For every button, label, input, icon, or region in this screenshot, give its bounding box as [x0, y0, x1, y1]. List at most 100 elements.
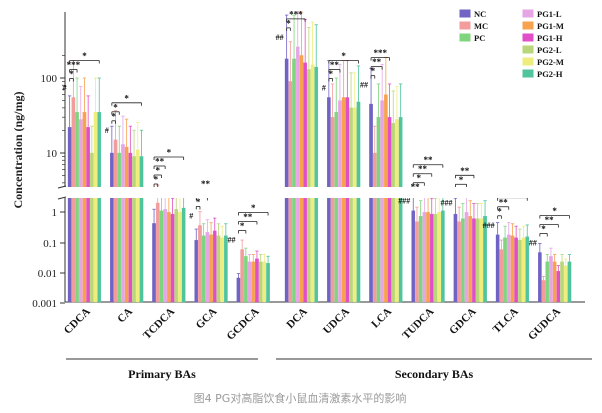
sig-label: *: [251, 203, 256, 213]
y-tick-label: 10: [46, 148, 58, 160]
x-tick-label: UDCA: [321, 306, 352, 337]
bar: [369, 103, 373, 303]
sig-label: ***: [374, 48, 388, 58]
bar: [468, 216, 473, 303]
bar: [345, 97, 350, 303]
sig-label: *: [111, 111, 116, 121]
bar: [174, 209, 179, 303]
y-tick-label: 0.01: [38, 268, 57, 280]
y-tick-label: 0.001: [32, 298, 57, 310]
bar: [567, 261, 572, 303]
bar: [78, 119, 83, 303]
bar: [499, 249, 504, 303]
bar: [135, 149, 140, 303]
sig-label: *: [154, 174, 159, 184]
bar: [240, 249, 244, 303]
bar: [132, 156, 136, 303]
y-tick-label: 0.1: [43, 238, 57, 250]
bar: [538, 252, 542, 303]
x-tick-label: TLCA: [491, 306, 521, 336]
bar: [90, 152, 94, 303]
sig-label: *: [156, 165, 161, 175]
bar: [422, 212, 427, 303]
x-tick-label: GUDCA: [526, 306, 563, 343]
bar: [384, 94, 388, 303]
sig-label: ***: [289, 9, 303, 19]
legend-label: NC: [474, 9, 486, 19]
bar: [395, 119, 399, 303]
sig-label: ###: [483, 221, 495, 230]
bar: [479, 218, 484, 303]
bar: [437, 212, 441, 303]
bar: [303, 62, 307, 303]
bar: [255, 258, 259, 303]
bar: [167, 212, 171, 303]
bar: [86, 127, 90, 303]
legend-swatch: [459, 21, 471, 30]
legend: NC MC PC PG1-L PG1-M PG1-H PG2-L PG2-M PG2-H: [459, 9, 564, 79]
bar: [433, 213, 438, 303]
bar: [247, 261, 252, 303]
legend-label: PG1-H: [537, 33, 563, 43]
bar: [110, 152, 114, 303]
bar: [284, 58, 289, 303]
bar: [93, 112, 98, 303]
bar: [545, 261, 550, 303]
bar: [139, 156, 144, 303]
legend-swatch: [522, 45, 534, 54]
bar: [216, 235, 221, 303]
bar: [495, 234, 500, 303]
bar: [372, 152, 377, 303]
bar: [376, 117, 381, 303]
sig-label: *: [417, 173, 422, 183]
bar: [391, 123, 396, 303]
bar: [152, 223, 156, 303]
x-tick-label: CDCA: [62, 306, 93, 337]
bar: [341, 97, 346, 303]
bar: [236, 277, 241, 303]
sig-label: **: [418, 164, 428, 174]
group-label: Primary BAs: [128, 367, 196, 381]
bar: [429, 213, 434, 303]
y-tick-label: 1: [52, 207, 58, 219]
bar: [560, 261, 564, 303]
bar: [82, 112, 87, 303]
sig-label: **: [330, 60, 340, 70]
bar: [541, 280, 546, 303]
bar: [418, 216, 423, 303]
legend-label: PG2-M: [537, 57, 564, 67]
bar: [330, 117, 335, 303]
legend-swatch: [522, 9, 534, 18]
sig-label: #: [322, 83, 326, 92]
bar: [506, 234, 511, 303]
bar: [262, 261, 267, 303]
x-tick-label: CA: [115, 306, 135, 326]
legend-label: PC: [474, 33, 485, 43]
bar: [552, 261, 557, 303]
bar: [194, 240, 199, 303]
bar: [349, 107, 353, 303]
sig-label: *: [552, 206, 557, 216]
sig-label: ###: [440, 198, 452, 207]
bar: [251, 261, 256, 303]
sig-label: **: [460, 166, 470, 176]
x-tick-label: GCA: [194, 306, 220, 332]
bar: [334, 112, 339, 303]
bar: [212, 230, 217, 303]
bar: [327, 97, 331, 303]
sig-label: *: [82, 51, 87, 61]
sig-label: ***: [67, 60, 81, 70]
sig-label: ##: [227, 236, 235, 245]
sig-label: *: [124, 93, 129, 103]
legend-swatch: [522, 33, 534, 42]
group-labels: Primary BAs Secondary BAs: [66, 358, 592, 381]
bar: [220, 237, 224, 303]
sig-label: *: [341, 51, 346, 61]
bar: [163, 209, 167, 303]
bar: [292, 58, 296, 303]
sig-label: **: [155, 156, 165, 166]
bar: [224, 235, 228, 303]
break-mark: [57, 185, 67, 189]
legend-swatch: [522, 69, 534, 78]
